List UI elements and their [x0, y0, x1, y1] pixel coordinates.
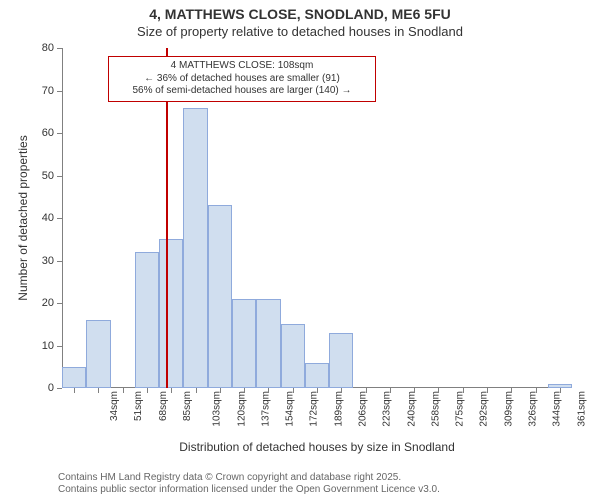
y-tick-label: 70	[24, 85, 54, 97]
footer-line-2: Contains public sector information licen…	[58, 484, 440, 495]
x-tick-mark	[293, 388, 294, 393]
x-tick-label: 34sqm	[109, 391, 120, 421]
x-tick-mark	[341, 388, 342, 393]
x-tick-label: 240sqm	[406, 391, 417, 427]
y-tick-mark	[57, 176, 62, 177]
x-tick-label: 275sqm	[455, 391, 466, 427]
x-tick-mark	[511, 388, 512, 393]
x-tick-mark	[414, 388, 415, 393]
y-tick-mark	[57, 303, 62, 304]
histogram-bar	[159, 239, 183, 388]
y-tick-mark	[57, 218, 62, 219]
footer-line-1: Contains HM Land Registry data © Crown c…	[58, 472, 401, 483]
histogram-chart: 4, MATTHEWS CLOSE, SNODLAND, ME6 5FU Siz…	[0, 0, 600, 500]
y-tick-mark	[57, 346, 62, 347]
histogram-bar	[329, 333, 353, 388]
x-tick-mark	[196, 388, 197, 393]
chart-title: 4, MATTHEWS CLOSE, SNODLAND, ME6 5FU	[0, 6, 600, 22]
histogram-bar	[86, 320, 110, 388]
x-tick-mark	[560, 388, 561, 393]
y-tick-label: 80	[24, 42, 54, 54]
annotation-line-2: 56% of semi-detached houses are larger (…	[115, 85, 369, 98]
y-tick-label: 0	[24, 382, 54, 394]
x-tick-label: 137sqm	[260, 391, 271, 427]
x-tick-label: 361sqm	[576, 391, 587, 427]
x-tick-mark	[487, 388, 488, 393]
histogram-bar	[305, 363, 329, 389]
x-tick-mark	[244, 388, 245, 393]
histogram-bar	[256, 299, 280, 388]
x-tick-label: 223sqm	[382, 391, 393, 427]
x-tick-mark	[268, 388, 269, 393]
x-tick-mark	[171, 388, 172, 393]
y-tick-label: 20	[24, 297, 54, 309]
x-tick-label: 326sqm	[528, 391, 539, 427]
histogram-bar	[208, 205, 232, 388]
x-tick-label: 206sqm	[358, 391, 369, 427]
x-tick-mark	[317, 388, 318, 393]
x-tick-label: 154sqm	[285, 391, 296, 427]
y-tick-label: 60	[24, 127, 54, 139]
y-tick-mark	[57, 91, 62, 92]
x-tick-label: 292sqm	[479, 391, 490, 427]
x-tick-mark	[220, 388, 221, 393]
histogram-bar	[135, 252, 159, 388]
x-tick-mark	[463, 388, 464, 393]
y-tick-mark	[57, 133, 62, 134]
x-tick-label: 51sqm	[133, 391, 144, 421]
x-axis-label: Distribution of detached houses by size …	[62, 440, 572, 454]
y-tick-label: 30	[24, 255, 54, 267]
x-tick-label: 120sqm	[236, 391, 247, 427]
x-tick-mark	[390, 388, 391, 393]
y-tick-mark	[57, 261, 62, 262]
x-tick-mark	[123, 388, 124, 393]
x-tick-mark	[366, 388, 367, 393]
histogram-bar	[183, 108, 207, 389]
y-tick-label: 10	[24, 340, 54, 352]
x-tick-label: 68sqm	[158, 391, 169, 421]
x-tick-label: 189sqm	[333, 391, 344, 427]
x-tick-mark	[438, 388, 439, 393]
histogram-bar	[62, 367, 86, 388]
x-tick-label: 172sqm	[309, 391, 320, 427]
x-tick-label: 344sqm	[552, 391, 563, 427]
chart-subtitle: Size of property relative to detached ho…	[0, 24, 600, 39]
histogram-bar	[281, 324, 305, 388]
x-tick-label: 85sqm	[182, 391, 193, 421]
annotation-line-1: ← 36% of detached houses are smaller (91…	[115, 73, 369, 86]
histogram-bar	[232, 299, 256, 388]
x-tick-mark	[147, 388, 148, 393]
annotation-box: 4 MATTHEWS CLOSE: 108sqm← 36% of detache…	[108, 56, 376, 102]
x-tick-label: 309sqm	[503, 391, 514, 427]
x-tick-mark	[536, 388, 537, 393]
x-tick-label: 258sqm	[430, 391, 441, 427]
y-tick-mark	[57, 388, 62, 389]
x-tick-label: 103sqm	[212, 391, 223, 427]
x-tick-mark	[74, 388, 75, 393]
y-tick-label: 50	[24, 170, 54, 182]
annotation-line-0: 4 MATTHEWS CLOSE: 108sqm	[115, 60, 369, 73]
x-tick-mark	[98, 388, 99, 393]
y-tick-mark	[57, 48, 62, 49]
y-tick-label: 40	[24, 212, 54, 224]
